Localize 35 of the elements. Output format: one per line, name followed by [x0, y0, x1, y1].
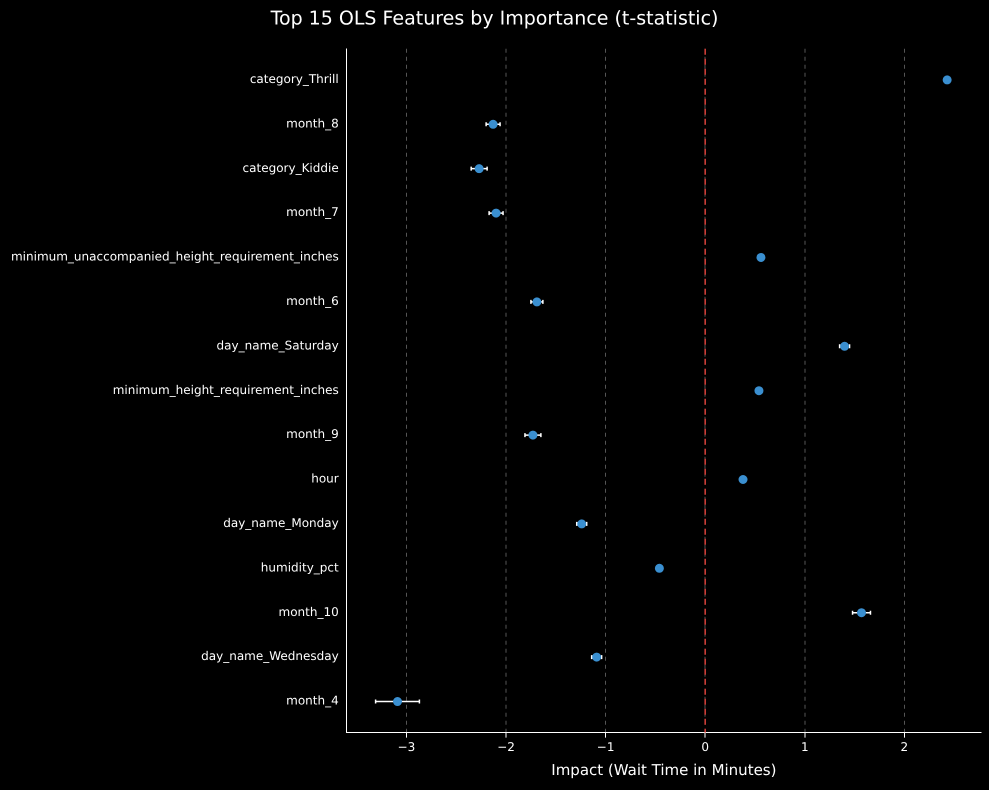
y-tick-label: month_7: [286, 205, 339, 220]
y-tick-label: day_name_Wednesday: [201, 649, 339, 664]
y-tick-label: month_4: [286, 694, 339, 708]
point: [654, 564, 664, 573]
y-tick-label: month_10: [278, 604, 339, 619]
y-tick-label: month_9: [286, 427, 339, 442]
x-tick-label: −1: [596, 740, 614, 754]
point: [528, 430, 538, 440]
y-tick-label: category_Thrill: [250, 72, 339, 86]
y-tick-label: minimum_unaccompanied_height_requirement_inches: [10, 250, 339, 264]
x-tick-label: 0: [701, 740, 710, 754]
x-tick-label: −3: [398, 740, 416, 754]
point: [942, 75, 952, 84]
point: [857, 608, 866, 618]
x-tick-label: −2: [497, 740, 515, 754]
point: [492, 208, 501, 218]
y-tick-label: month_6: [286, 294, 339, 308]
x-axis-title: Impact (Wait Time in Minutes): [551, 760, 776, 779]
point: [393, 697, 402, 706]
y-tick-label: day_name_Saturday: [216, 338, 339, 352]
y-tick-label: month_8: [286, 116, 339, 130]
point: [532, 297, 542, 306]
x-tick-label: 2: [900, 740, 908, 754]
y-tick-label: minimum_height_requirement_inches: [112, 382, 339, 397]
y-tick-label: hour: [311, 472, 339, 486]
point: [488, 120, 498, 129]
y-tick-label: day_name_Monday: [223, 516, 339, 530]
point: [754, 386, 764, 396]
point: [756, 252, 766, 262]
point: [738, 475, 748, 484]
x-tick-label: 1: [800, 740, 809, 754]
point: [474, 164, 484, 174]
y-tick-label: humidity_pct: [260, 560, 340, 574]
chart-title: Top 15 OLS Features by Importance (t-statistic): [270, 7, 718, 30]
y-tick-label: category_Kiddie: [242, 160, 339, 175]
